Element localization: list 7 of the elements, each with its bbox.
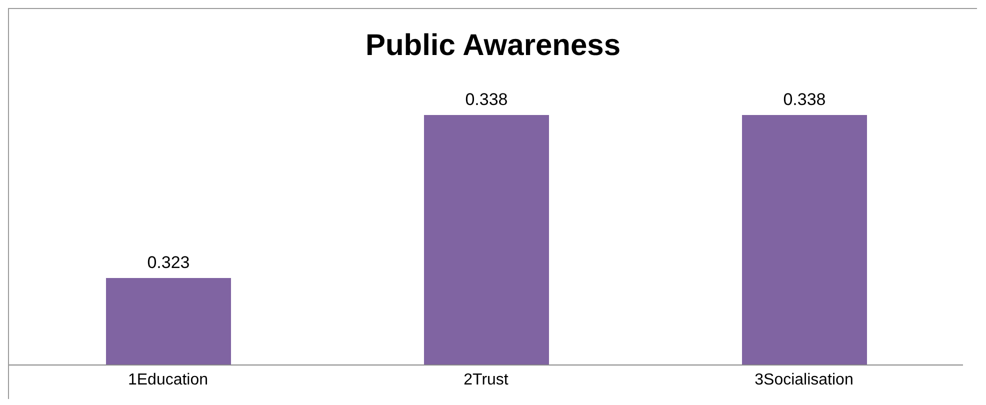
data-label: 0.338 <box>465 90 508 109</box>
chart-title: Public Awareness <box>364 28 622 64</box>
data-label: 0.323 <box>147 253 190 272</box>
x-tick-label: 1Education <box>128 371 208 388</box>
data-label: 0.338 <box>783 90 826 109</box>
x-tick-label: 3Socialisation <box>754 371 854 388</box>
x-tick-label: 2Trust <box>464 371 509 388</box>
